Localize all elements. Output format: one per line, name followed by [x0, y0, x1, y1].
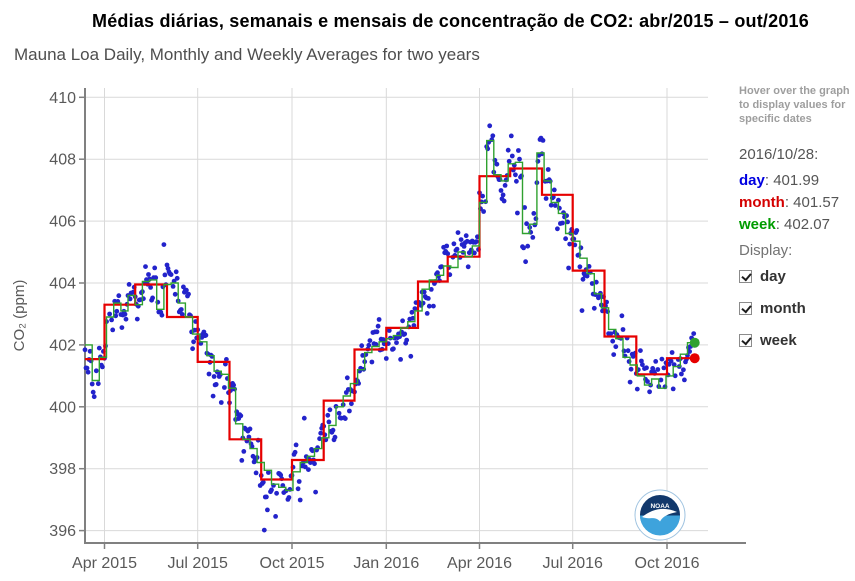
weekly-end-marker	[689, 337, 700, 348]
display-option-month: month	[739, 300, 853, 317]
svg-text:410: 410	[49, 90, 76, 107]
svg-text:Jul 2015: Jul 2015	[167, 555, 228, 572]
noaa-bird-icon	[642, 508, 677, 522]
day-checkbox-label: day	[760, 268, 786, 285]
noaa-logo: NOAA	[634, 489, 686, 541]
page-title: Médias diárias, semanais e mensais de co…	[92, 11, 809, 31]
check-icon	[740, 302, 752, 314]
svg-text:Apr 2015: Apr 2015	[72, 555, 137, 572]
day-checkbox[interactable]	[739, 270, 752, 283]
svg-text:Oct 2016: Oct 2016	[635, 555, 700, 572]
chart-sidebar: Hover over the graph to display values f…	[739, 84, 853, 364]
readout-key-week: week	[739, 216, 776, 233]
svg-text:Oct 2015: Oct 2015	[260, 555, 325, 572]
chart-subtitle: Mauna Loa Daily, Monthly and Weekly Aver…	[14, 45, 480, 64]
display-option-week: week	[739, 332, 853, 349]
week-checkbox[interactable]	[739, 334, 752, 347]
readout-date: 2016/10/28:	[739, 146, 819, 163]
week-checkbox-label: week	[760, 332, 797, 349]
month-checkbox-label: month	[760, 300, 806, 317]
readout-value-week: 402.07	[784, 216, 830, 233]
svg-text:Jan 2016: Jan 2016	[353, 555, 419, 572]
svg-text:402: 402	[49, 337, 76, 354]
svg-text:404: 404	[49, 276, 76, 293]
readout-key-day: day	[739, 172, 765, 189]
readout-row-day: day: 401.99	[739, 170, 853, 192]
gridlines	[85, 88, 708, 543]
readout-key-month: month	[739, 194, 785, 211]
readout-separator: :	[764, 172, 774, 189]
svg-text:408: 408	[49, 152, 76, 169]
svg-text:406: 406	[49, 214, 76, 231]
readout-value-month: 401.57	[793, 194, 840, 211]
monthly-step-series	[85, 167, 695, 481]
readout-row-week: week: 402.07	[739, 214, 853, 236]
check-icon	[740, 270, 752, 282]
display-option-day: day	[739, 268, 853, 285]
y-axis-title: CO₂ (ppm)	[11, 280, 28, 352]
svg-text:Apr 2016: Apr 2016	[447, 555, 512, 572]
readout-separator: :	[784, 194, 794, 211]
axes: 396 398 400 402 404 406 408 410 Apr 2015 Jul 2015…	[49, 88, 746, 572]
readout-row-month: month: 401.57	[739, 192, 853, 214]
svg-text:CO₂ (ppm): CO₂ (ppm)	[11, 280, 28, 352]
readout-separator: :	[775, 216, 785, 233]
svg-text:Jul 2016: Jul 2016	[542, 555, 603, 572]
noaa-logo-text: NOAA	[650, 503, 669, 510]
hover-instructions: Hover over the graph to display values f…	[739, 85, 850, 125]
svg-text:400: 400	[49, 399, 76, 416]
readout-value-day: 401.99	[773, 172, 820, 189]
check-icon	[740, 334, 752, 346]
month-checkbox[interactable]	[739, 302, 752, 315]
monthly-end-marker	[689, 353, 700, 364]
svg-text:396: 396	[49, 523, 76, 540]
svg-text:398: 398	[49, 461, 76, 478]
weekly-step-series	[85, 139, 695, 492]
display-section-label: Display:	[739, 242, 793, 259]
